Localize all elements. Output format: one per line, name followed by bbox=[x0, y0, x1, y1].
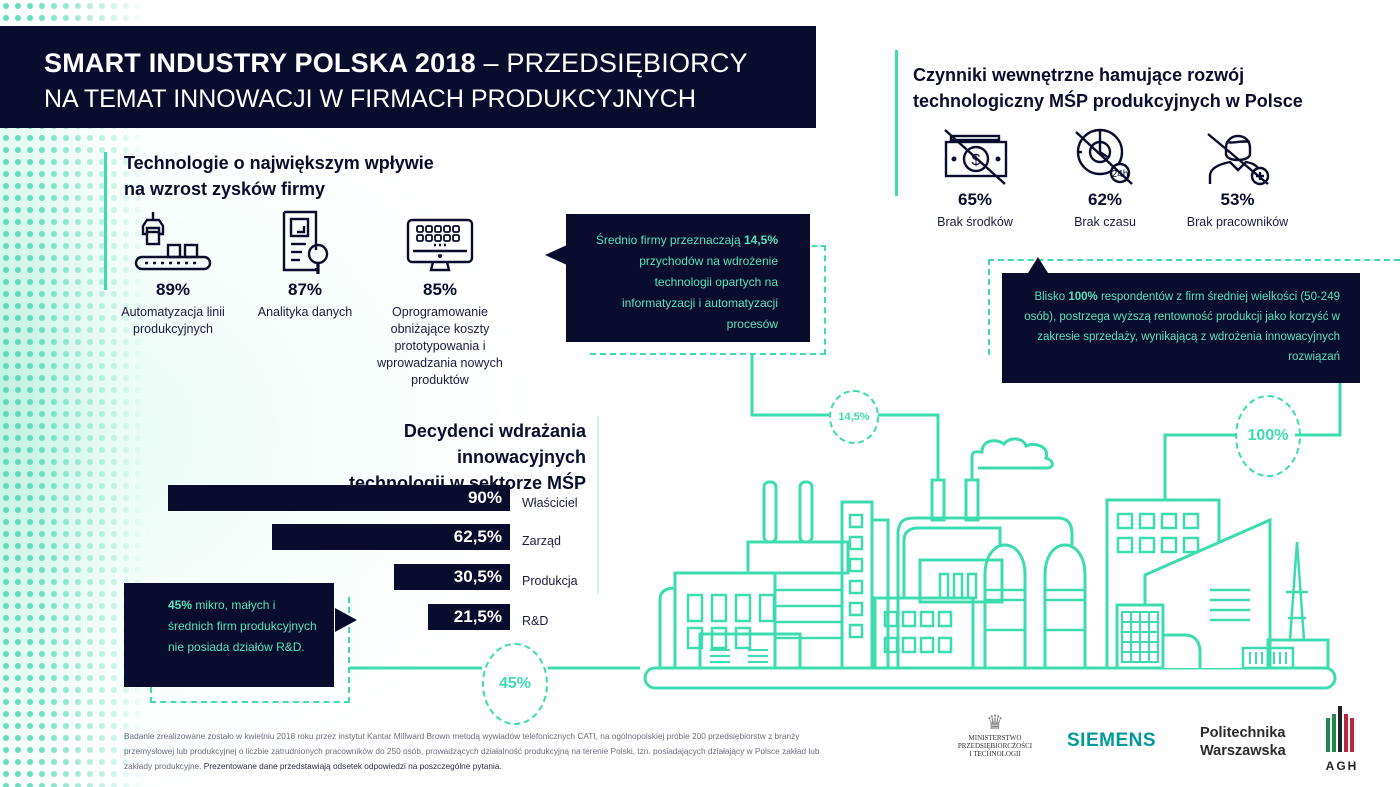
barrier-value: 65% bbox=[957, 190, 993, 209]
tech-value: 85% bbox=[422, 280, 458, 299]
document-magnifier-icon bbox=[250, 210, 360, 276]
no-money-icon: $ bbox=[925, 128, 1025, 186]
profit-callout: Blisko 100% respondentów z firm średniej… bbox=[1002, 273, 1360, 383]
revenue-circle-badge: 14,5% bbox=[829, 390, 879, 444]
dashed-frame bbox=[988, 259, 1400, 355]
tech-value: 87% bbox=[287, 280, 323, 299]
conveyor-robot-icon bbox=[108, 210, 238, 276]
page-title: SMART INDUSTRY POLSKA 2018 – PRZEDSIĘBIO… bbox=[44, 48, 748, 78]
accent-bar bbox=[597, 416, 599, 594]
rnd-circle-badge: 45% bbox=[482, 643, 548, 725]
eagle-emblem-icon: ♛ bbox=[986, 712, 1004, 734]
barriers-title: Czynniki wewnętrzne hamujące rozwój tech… bbox=[913, 65, 1303, 111]
politechnika-logo: Politechnika Warszawska bbox=[1200, 725, 1286, 759]
decision-makers-title: Decydenci wdrażania innowacyjnych techno… bbox=[348, 421, 586, 493]
bar-owner: 90% bbox=[168, 485, 510, 511]
bar-label: Właściciel bbox=[522, 496, 578, 510]
barrier-label: Brak pracowników bbox=[1186, 215, 1289, 229]
bar-label: Zarząd bbox=[522, 534, 561, 548]
bar-label: Produkcja bbox=[522, 574, 578, 588]
agh-logo: AGH bbox=[1322, 704, 1362, 773]
tech-item-analytics: 87% Analityka danych bbox=[250, 210, 360, 321]
barrier-label: Brak środków bbox=[937, 215, 1013, 229]
tech-item-software: 85% Oprogramowanie obniżające koszty pro… bbox=[365, 210, 515, 389]
tech-item-automation: 89% Automatyzacja linii produkcyjnych bbox=[108, 210, 238, 338]
dashed-frame bbox=[590, 245, 826, 355]
svg-text:24h: 24h bbox=[1112, 169, 1129, 180]
barrier-item-money: $ 65% Brak środków bbox=[925, 128, 1025, 231]
tech-label: Oprogramowanie obniżające koszty prototy… bbox=[377, 305, 503, 387]
barrier-value: 62% bbox=[1087, 190, 1123, 209]
rnd-callout: 45% mikro, małych i średnich firm produk… bbox=[124, 583, 334, 687]
barrier-item-time: 24h 62% Brak czasu bbox=[1055, 128, 1155, 231]
title-banner: SMART INDUSTRY POLSKA 2018 – PRZEDSIĘBIO… bbox=[0, 26, 816, 128]
agh-emblem-icon bbox=[1326, 706, 1354, 752]
callout-pointer bbox=[1028, 257, 1048, 273]
bar-label: R&D bbox=[522, 614, 549, 628]
dashed-frame-top bbox=[812, 245, 826, 248]
accent-bar bbox=[895, 50, 898, 196]
barrier-label: Brak czasu bbox=[1074, 215, 1136, 229]
barrier-item-workers: 53% Brak pracowników bbox=[1180, 128, 1295, 231]
bar-board: 62,5% bbox=[272, 524, 510, 550]
monitor-icon bbox=[365, 210, 515, 276]
callout-pointer bbox=[335, 608, 357, 632]
siemens-logo: SIEMENS bbox=[1067, 730, 1157, 751]
barrier-value: 53% bbox=[1220, 190, 1255, 209]
ministry-logo: ♛ MINISTERSTWO PRZEDSIĘBIORCZOŚCI I TECH… bbox=[955, 712, 1035, 758]
callout-pointer bbox=[545, 245, 567, 265]
tech-label: Analityka danych bbox=[257, 305, 353, 319]
methodology-footnote: Badanie zrealizowane zostało w kwietniu … bbox=[124, 731, 820, 771]
tech-value: 89% bbox=[155, 280, 191, 299]
svg-text:$: $ bbox=[972, 152, 981, 169]
bar-rnd: 21,5% bbox=[428, 604, 510, 630]
bar-production: 30,5% bbox=[394, 564, 510, 590]
no-workers-icon bbox=[1180, 128, 1295, 186]
technologies-title: Technologie o największym wpływie na wzr… bbox=[124, 153, 434, 199]
tech-label: Automatyzacja linii produkcyjnych bbox=[121, 305, 225, 336]
profit-circle-badge: 100% bbox=[1235, 395, 1301, 477]
page-subtitle: NA TEMAT INNOWACJI W FIRMACH PRODUKCYJNY… bbox=[44, 85, 696, 113]
accent-bar bbox=[104, 152, 107, 290]
no-time-24h-icon: 24h bbox=[1055, 128, 1155, 186]
revenue-callout: Średnio firmy przeznaczają 14,5% przycho… bbox=[566, 214, 810, 342]
